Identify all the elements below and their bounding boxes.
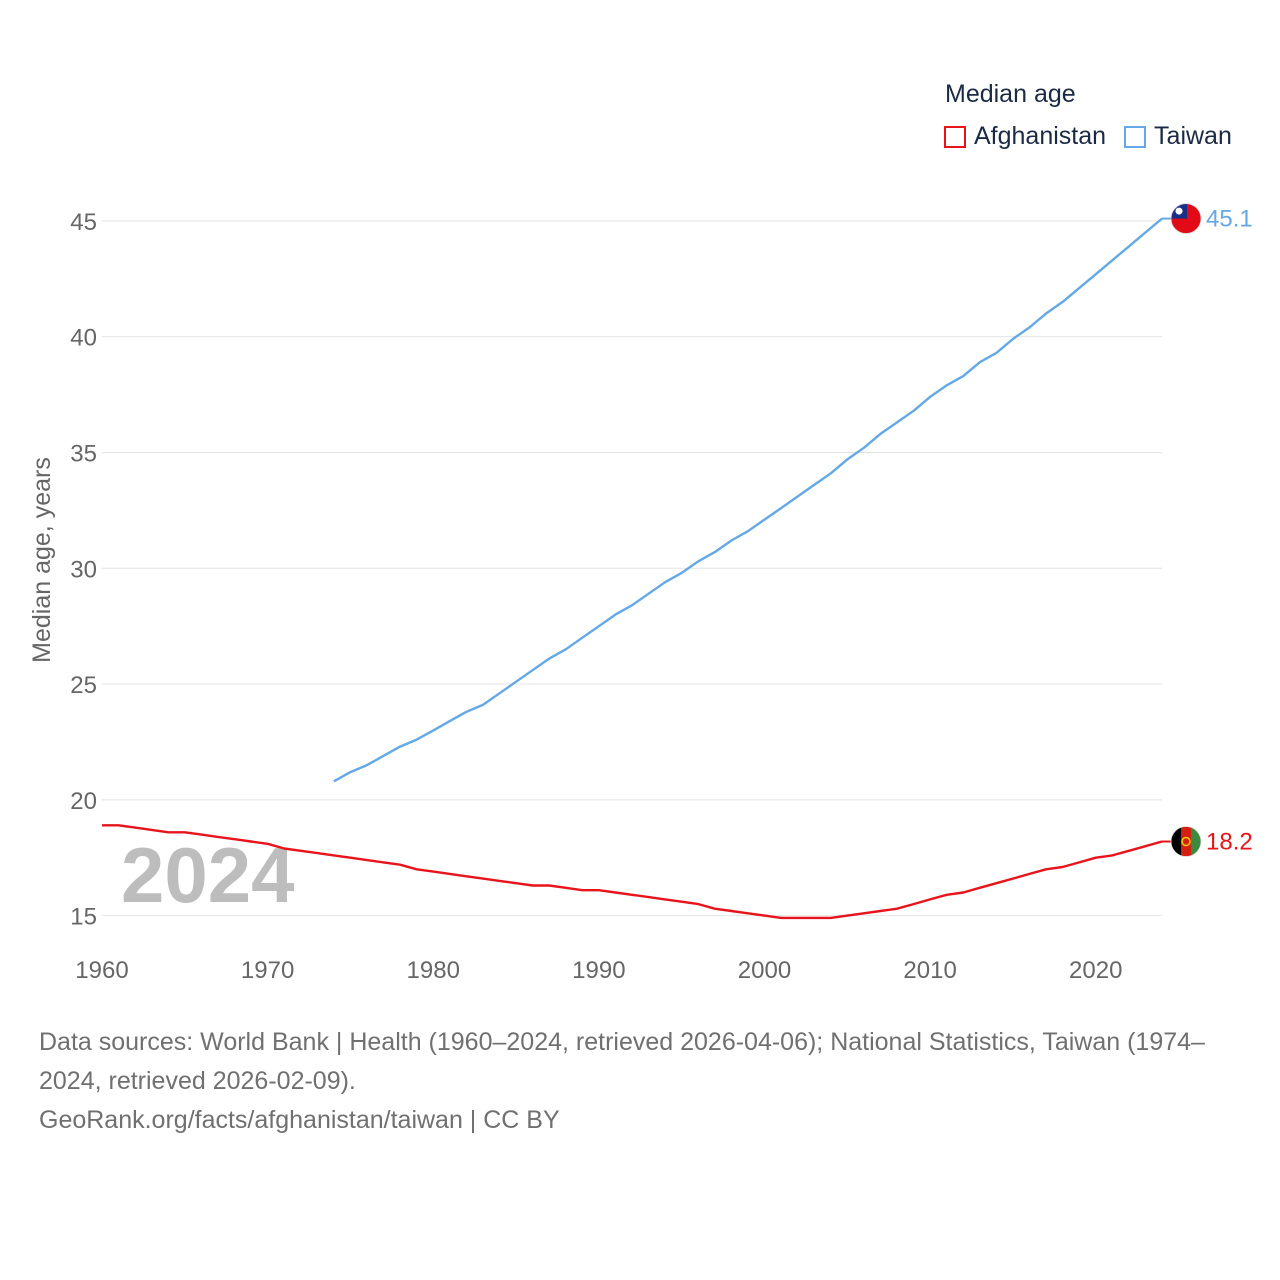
- data-sources: Data sources: World Bank | Health (1960–…: [39, 1028, 1205, 1095]
- y-tick-label: 20: [70, 788, 97, 815]
- legend-item-taiwan[interactable]: Taiwan: [1124, 122, 1232, 151]
- legend-item-afghanistan[interactable]: Afghanistan: [944, 122, 1106, 151]
- series-line-afghanistan: [102, 824, 1163, 920]
- y-axis-label: Median age, years: [28, 457, 56, 663]
- x-tick-label: 1970: [241, 957, 294, 984]
- end-value-label-taiwan: 45.1: [1206, 206, 1253, 233]
- y-tick-label: 35: [70, 440, 97, 467]
- y-axis: 15 20 25 30 35 40 45: [70, 209, 97, 931]
- legend: Afghanistan Taiwan: [944, 122, 1250, 151]
- legend-label-taiwan: Taiwan: [1154, 122, 1232, 150]
- x-axis: 1960 1970 1980 1990 2000 2010 2020: [75, 957, 1122, 984]
- y-tick-label: 30: [70, 556, 97, 583]
- end-value-label-afghanistan: 18.2: [1206, 829, 1253, 856]
- legend-swatch-taiwan: [1124, 125, 1147, 148]
- x-tick-label: 2020: [1069, 957, 1122, 984]
- credit-line[interactable]: GeoRank.org/facts/afghanistan/taiwan | C…: [39, 1106, 560, 1134]
- y-tick-label: 45: [70, 209, 97, 236]
- taiwan-flag-icon: [1170, 203, 1202, 234]
- afghanistan-flag-icon: [1170, 826, 1202, 857]
- legend-title: Median age: [945, 80, 1076, 108]
- y-tick-label: 15: [70, 904, 97, 931]
- chart: 15 20 25 30 35 40 45 1960 1970 1980 1990 2000 2010 2…: [28, 203, 1253, 984]
- x-tick-label: 1980: [407, 957, 460, 984]
- x-tick-label: 1990: [572, 957, 625, 984]
- grid: [102, 220, 1162, 917]
- x-tick-label: 2000: [738, 957, 791, 984]
- legend-swatch-afghanistan: [944, 125, 966, 148]
- legend-label-afghanistan: Afghanistan: [974, 122, 1107, 150]
- series-group: 18.2 45.1: [102, 203, 1253, 920]
- series-line-taiwan: [333, 217, 1163, 783]
- year-label: 2024: [121, 831, 295, 919]
- x-tick-label: 1960: [75, 957, 128, 984]
- x-tick-label: 2010: [903, 957, 956, 984]
- y-tick-label: 25: [70, 672, 97, 699]
- footer: Data sources: World Bank | Health (1960–…: [39, 1023, 1249, 1140]
- y-tick-label: 40: [70, 325, 97, 352]
